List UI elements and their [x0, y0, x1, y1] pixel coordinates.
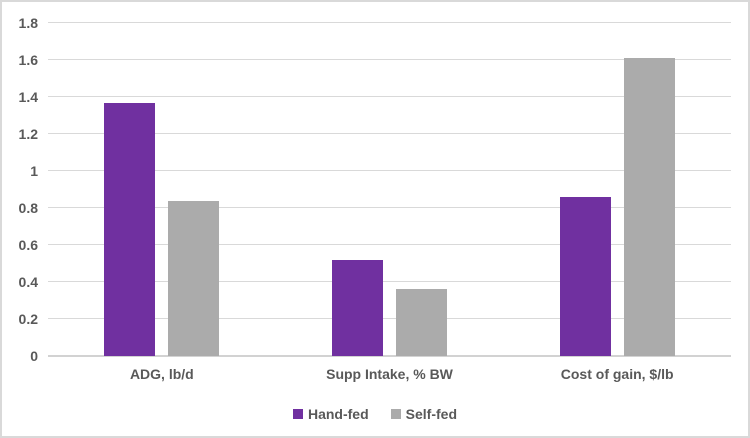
- gridline-1.4: [48, 96, 731, 97]
- gridline-0.2: [48, 318, 731, 319]
- category-label-supp-intake-bw: Supp Intake, % BW: [326, 366, 453, 382]
- bar-self-fed-supp-intake-bw: [396, 289, 447, 356]
- y-tick-label-1.8: 1.8: [18, 15, 38, 31]
- bar-hand-fed-supp-intake-bw: [332, 259, 383, 356]
- bar-self-fed-adg-lb-d: [168, 200, 220, 356]
- y-tick-label-1.6: 1.6: [18, 52, 38, 68]
- legend-swatch-hand-fed: [292, 409, 303, 419]
- gridline-1.2: [48, 133, 731, 134]
- y-tick-label-0.2: 0.2: [18, 311, 38, 327]
- y-tick-label-0.8: 0.8: [18, 200, 38, 216]
- bar-hand-fed-adg-lb-d: [104, 102, 156, 356]
- gridline-1.8: [48, 22, 731, 23]
- legend-item-self-fed: Self-fed: [390, 404, 457, 424]
- x-axis-line: [48, 355, 731, 357]
- y-tick-label-1.2: 1.2: [18, 126, 38, 142]
- gridline-0.4: [48, 281, 731, 282]
- gridline-0.6: [48, 244, 731, 245]
- y-tick-label-0.4: 0.4: [18, 274, 38, 290]
- category-label-cost-of-gain-lb: Cost of gain, $/lb: [560, 366, 674, 382]
- legend-swatch-self-fed: [390, 409, 401, 419]
- legend-label-hand-fed: Hand-fed: [307, 406, 369, 422]
- gridline-0.8: [48, 207, 731, 208]
- category-label-adg-lb-d: ADG, lb/d: [129, 366, 194, 382]
- legend: Hand-fed Self-fed: [2, 403, 748, 425]
- gridline-1.6: [48, 59, 731, 60]
- y-axis: 0 0.2 0.4 0.6 0.8 1 1.2 1.4 1.6 1.8: [2, 2, 38, 436]
- y-tick-label-1: 1: [30, 163, 38, 179]
- y-tick-label-0: 0: [30, 348, 38, 364]
- y-tick-label-1.4: 1.4: [18, 89, 38, 105]
- bar-self-fed-cost-of-gain-lb: [623, 58, 675, 356]
- legend-label-self-fed: Self-fed: [405, 406, 457, 422]
- y-tick-label-0.6: 0.6: [18, 237, 38, 253]
- legend-item-hand-fed: Hand-fed: [292, 404, 369, 424]
- plot-area: [48, 22, 731, 357]
- bar-hand-fed-cost-of-gain-lb: [559, 196, 611, 356]
- gridline-1: [48, 170, 731, 171]
